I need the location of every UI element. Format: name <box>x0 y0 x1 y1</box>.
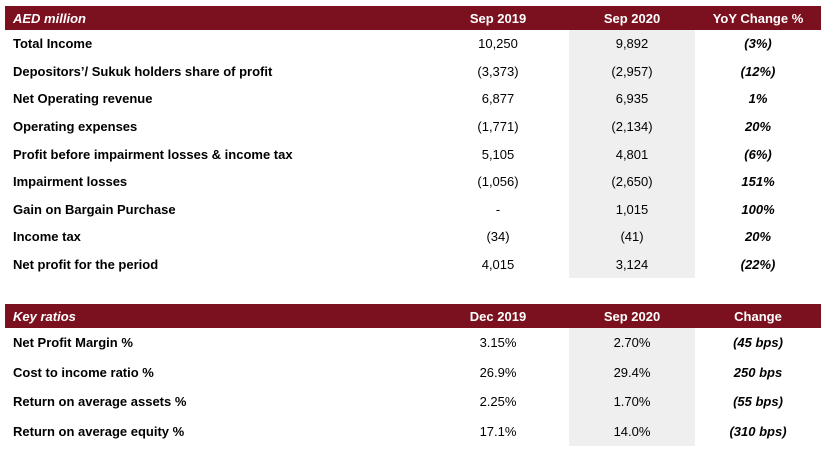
change-value: (6%) <box>744 146 772 162</box>
table-row: Net Operating revenue 6,877 6,935 1% <box>5 85 821 113</box>
value-prior: 26.9% <box>479 364 517 380</box>
value-current: (2,957) <box>569 57 695 86</box>
row-label: Net profit for the period <box>13 257 159 273</box>
income-header-sep2019: Sep 2019 <box>427 6 569 30</box>
value-prior: (34) <box>486 229 510 245</box>
ratios-header-sep2020: Sep 2020 <box>569 304 695 328</box>
value-prior: 6,877 <box>481 91 515 107</box>
change-value: 250 bps <box>733 364 783 380</box>
ratios-header-change: Change <box>695 304 821 328</box>
value-prior: (1,056) <box>477 174 519 190</box>
row-label: Gain on Bargain Purchase <box>13 201 176 217</box>
row-label: Profit before impairment losses & income… <box>13 146 293 162</box>
row-label: Depositors’/ Sukuk holders share of prof… <box>13 63 273 79</box>
change-value: (22%) <box>740 257 776 273</box>
change-value: (310 bps) <box>729 423 787 439</box>
ratios-table: Key ratios Dec 2019 Sep 2020 Change Net … <box>5 304 821 446</box>
row-label: Net Operating revenue <box>13 91 153 107</box>
row-label: Return on average assets % <box>13 394 187 410</box>
ratios-header-row: Key ratios Dec 2019 Sep 2020 Change <box>5 304 821 328</box>
table-row: Net Profit Margin % 3.15% 2.70% (45 bps) <box>5 328 821 358</box>
value-current: 14.0% <box>569 416 695 446</box>
row-label: Cost to income ratio % <box>13 364 154 380</box>
value-current: (2,134) <box>569 112 695 141</box>
value-prior: 17.1% <box>479 423 517 439</box>
table-row: Profit before impairment losses & income… <box>5 140 821 168</box>
change-value: 1% <box>748 91 768 107</box>
value-current: 1.70% <box>569 387 695 417</box>
row-label: Impairment losses <box>13 174 128 190</box>
value-current: 4,801 <box>569 140 695 168</box>
value-prior: 5,105 <box>481 146 515 162</box>
ratios-header-label: Key ratios <box>5 304 427 328</box>
value-current: (2,650) <box>569 167 695 196</box>
value-current: (41) <box>569 223 695 251</box>
value-prior: 3.15% <box>479 335 517 351</box>
income-header-sep2020: Sep 2020 <box>569 6 695 30</box>
value-current: 29.4% <box>569 357 695 387</box>
table-row: Depositors’/ Sukuk holders share of prof… <box>5 57 821 86</box>
change-value: 100% <box>741 201 775 217</box>
value-current: 1,015 <box>569 195 695 224</box>
change-value: (55 bps) <box>733 394 783 410</box>
value-prior: 2.25% <box>479 394 517 410</box>
table-row: Operating expenses (1,771) (2,134) 20% <box>5 112 821 141</box>
value-prior: (1,771) <box>477 119 519 135</box>
value-current: 3,124 <box>569 250 695 279</box>
table-row: Gain on Bargain Purchase - 1,015 100% <box>5 195 821 224</box>
value-current: 2.70% <box>569 328 695 358</box>
income-header-label: AED million <box>5 6 427 30</box>
income-header-change: YoY Change % <box>695 6 821 30</box>
change-value: 20% <box>744 119 772 135</box>
change-value: (3%) <box>744 36 772 52</box>
table-row: Impairment losses (1,056) (2,650) 151% <box>5 167 821 196</box>
change-value: (12%) <box>740 63 776 79</box>
change-value: 20% <box>744 229 772 245</box>
value-prior: 4,015 <box>481 257 515 273</box>
value-prior: 10,250 <box>478 36 518 52</box>
row-label: Operating expenses <box>13 119 138 135</box>
value-current: 6,935 <box>569 85 695 113</box>
value-prior: (3,373) <box>477 63 519 79</box>
row-label: Total Income <box>13 36 93 52</box>
row-label: Return on average equity % <box>13 423 185 439</box>
table-row: Cost to income ratio % 26.9% 29.4% 250 bps <box>5 357 821 387</box>
table-row: Return on average equity % 17.1% 14.0% (310… <box>5 416 821 446</box>
ratios-header-dec2019: Dec 2019 <box>427 304 569 328</box>
value-prior: - <box>495 201 501 217</box>
change-value: 151% <box>741 174 775 190</box>
income-table: AED million Sep 2019 Sep 2020 YoY Change… <box>5 6 821 279</box>
table-row: Income tax (34) (41) 20% <box>5 223 821 251</box>
table-row: Total Income 10,250 9,892 (3%) <box>5 30 821 58</box>
value-current: 9,892 <box>569 30 695 58</box>
change-value: (45 bps) <box>733 335 783 351</box>
table-row: Net profit for the period 4,015 3,124 (22%) <box>5 250 821 279</box>
income-header-row: AED million Sep 2019 Sep 2020 YoY Change… <box>5 6 821 30</box>
row-label: Net Profit Margin % <box>13 335 133 351</box>
table-row: Return on average assets % 2.25% 1.70% (55 … <box>5 387 821 417</box>
row-label: Income tax <box>13 229 81 245</box>
